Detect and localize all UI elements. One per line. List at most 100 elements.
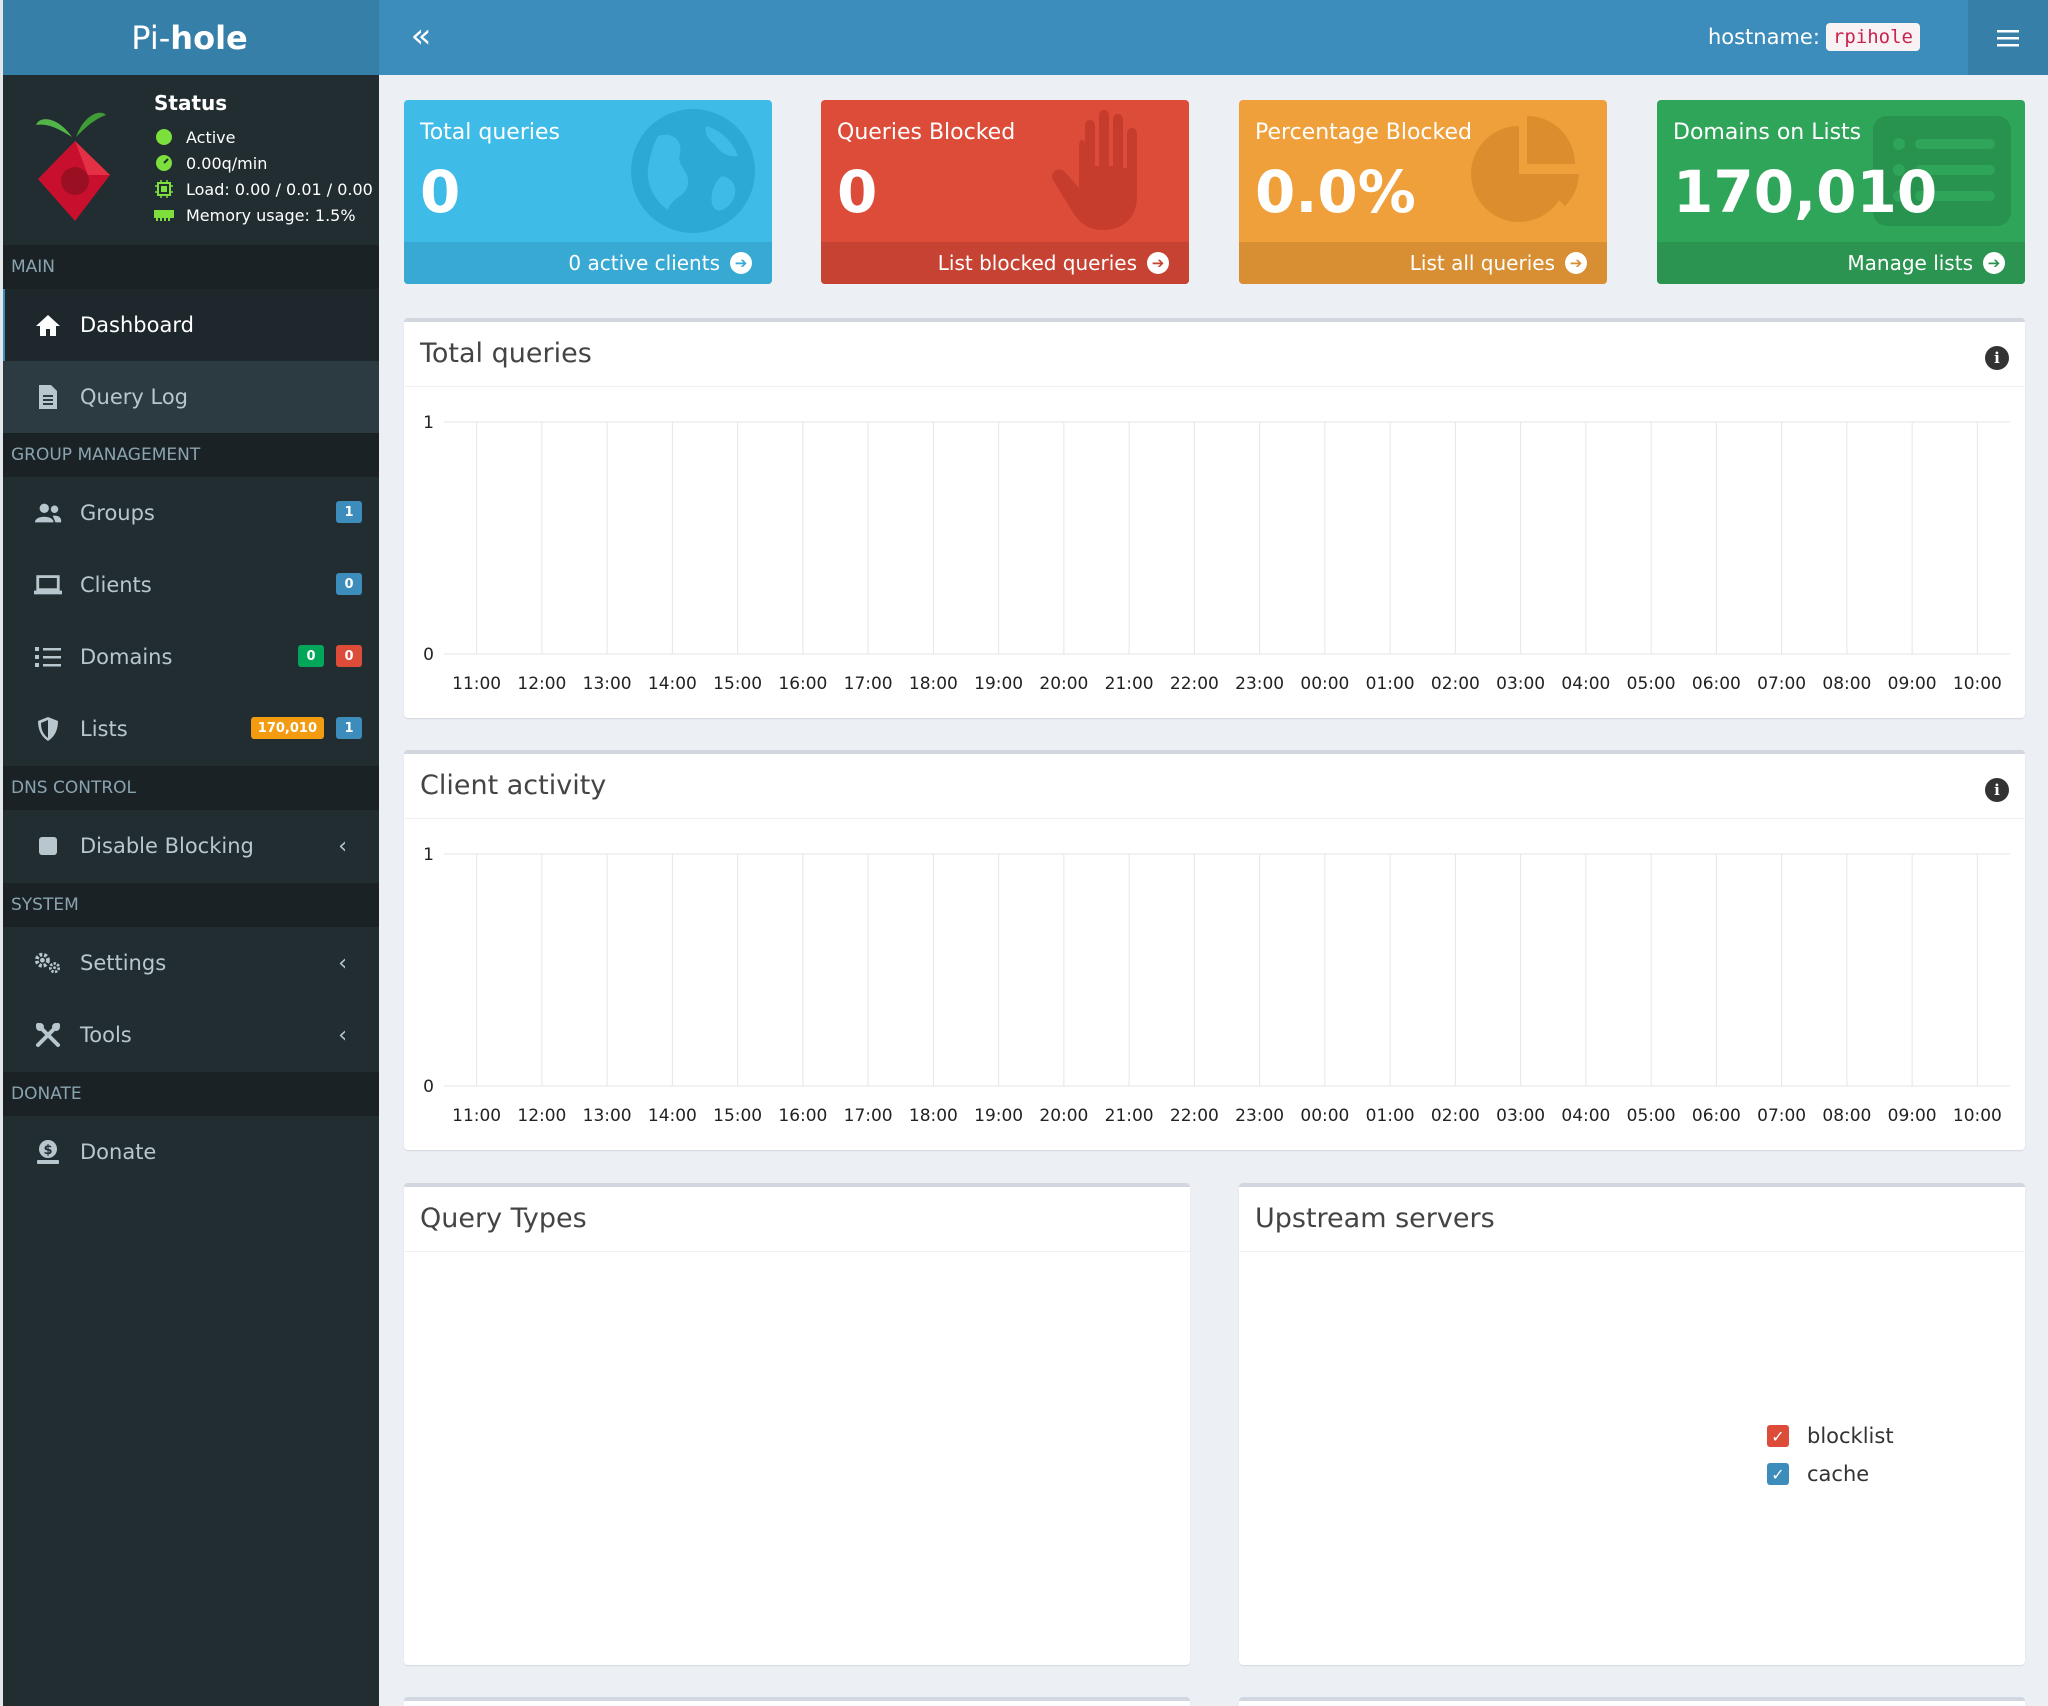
x-tick-label: 20:00 xyxy=(1039,1106,1088,1126)
x-tick-label: 18:00 xyxy=(909,1106,958,1126)
info-icon[interactable]: i xyxy=(1985,346,2009,370)
menu-toggle-button[interactable] xyxy=(1968,0,2048,75)
sidebar-item-label: Groups xyxy=(80,501,155,525)
sidebar-item-label: Clients xyxy=(80,573,152,597)
sidebar-item-disable-blocking[interactable]: Disable Blocking ‹ xyxy=(0,810,379,882)
x-tick-label: 02:00 xyxy=(1431,674,1480,694)
svg-text:$: $ xyxy=(43,1143,52,1158)
active-clients-link[interactable]: 0 active clients ➔ xyxy=(404,242,772,284)
x-tick-label: 09:00 xyxy=(1888,674,1937,694)
legend-label: blocklist xyxy=(1807,1424,1894,1448)
nav-header-dns: DNS CONTROL xyxy=(0,766,379,810)
list-alt-icon xyxy=(1873,116,2011,226)
upstream-servers-panel: Upstream servers ✓ blocklist ✓ cache xyxy=(1239,1183,2025,1665)
sidebar-item-tools[interactable]: Tools ‹ xyxy=(0,999,379,1071)
x-tick-label: 10:00 xyxy=(1953,1106,2002,1126)
sidebar-item-label: Disable Blocking xyxy=(80,834,254,858)
next-panel-left xyxy=(404,1697,1190,1706)
file-icon xyxy=(34,383,62,411)
checkbox-checked-icon[interactable]: ✓ xyxy=(1767,1463,1789,1485)
x-tick-label: 04:00 xyxy=(1561,1106,1610,1126)
sidebar-item-settings[interactable]: Settings ‹ xyxy=(0,927,379,999)
x-tick-label: 13:00 xyxy=(583,1106,632,1126)
y-tick-label: 1 xyxy=(423,845,434,865)
status-active-label: Active xyxy=(186,127,236,147)
gears-icon xyxy=(34,949,62,977)
arrow-circle-right-icon: ➔ xyxy=(1147,252,1169,274)
next-panel-right xyxy=(1239,1697,2025,1706)
cpu-icon xyxy=(154,179,174,199)
legend-label: cache xyxy=(1807,1462,1870,1486)
sidebar-item-label: Lists xyxy=(80,717,128,741)
sidebar-item-label: Donate xyxy=(80,1140,157,1164)
lists-domains-badge: 170,010 xyxy=(250,717,324,739)
box-value: 0 xyxy=(420,158,461,226)
sidebar-item-dashboard[interactable]: Dashboard xyxy=(0,289,379,361)
x-tick-label: 17:00 xyxy=(844,674,893,694)
legend-item-cache[interactable]: ✓ cache xyxy=(1767,1462,1869,1486)
percentage-blocked-box: Percentage Blocked 0.0% List all queries… xyxy=(1239,100,1607,284)
tools-icon xyxy=(34,1021,62,1049)
panel-divider xyxy=(1239,1251,2025,1252)
nav-header-main: MAIN xyxy=(0,245,379,289)
chevron-left-icon: ‹ xyxy=(338,833,347,859)
sidebar-collapse-button[interactable]: « xyxy=(410,16,432,56)
domains-allow-badge: 0 xyxy=(298,645,324,667)
window-edge xyxy=(0,0,3,1706)
legend-item-blocklist[interactable]: ✓ blocklist xyxy=(1767,1424,1894,1448)
status-rate: 0.00q/min xyxy=(154,153,267,173)
lists-count-badge: 1 xyxy=(336,717,362,739)
list-blocked-queries-link[interactable]: List blocked queries ➔ xyxy=(821,242,1189,284)
manage-lists-link[interactable]: Manage lists ➔ xyxy=(1657,242,2025,284)
x-tick-label: 15:00 xyxy=(713,1106,762,1126)
x-tick-label: 13:00 xyxy=(583,674,632,694)
total-queries-chart: 0 1 11:00 12:00 13:00 14:00 15:00 16:00 17:00 18:… xyxy=(423,413,2010,694)
panel-divider xyxy=(404,1251,1190,1252)
x-tick-label: 16:00 xyxy=(778,1106,827,1126)
x-tick-label: 03:00 xyxy=(1496,1106,1545,1126)
box-value: 0.0% xyxy=(1255,158,1416,226)
checkbox-checked-icon[interactable]: ✓ xyxy=(1767,1425,1789,1447)
panel-title: Client activity xyxy=(420,770,607,801)
total-queries-panel: Total queries i 0 1 11:00 12:00 13:00 14:00 15… xyxy=(404,318,2025,718)
x-tick-label: 23:00 xyxy=(1235,1106,1284,1126)
x-tick-label: 14:00 xyxy=(648,674,697,694)
panel-title: Total queries xyxy=(420,338,592,369)
list-all-queries-link[interactable]: List all queries ➔ xyxy=(1239,242,1607,284)
clients-count-badge: 0 xyxy=(336,573,362,595)
sidebar-item-lists[interactable]: Lists 170,010 1 xyxy=(0,693,379,765)
brand-logo[interactable]: Pi-hole xyxy=(0,0,379,75)
sidebar-item-donate[interactable]: $ Donate xyxy=(0,1116,379,1188)
x-tick-label: 16:00 xyxy=(778,674,827,694)
x-tick-label: 00:00 xyxy=(1300,674,1349,694)
top-header: « hostname: rpihole xyxy=(379,0,2048,75)
sidebar-item-domains[interactable]: Domains 0 0 xyxy=(0,621,379,693)
panel-title: Query Types xyxy=(420,1203,587,1234)
x-tick-label: 19:00 xyxy=(974,674,1023,694)
sidebar-item-querylog[interactable]: Query Log xyxy=(0,361,379,433)
x-tick-label: 21:00 xyxy=(1105,1106,1154,1126)
arrow-circle-right-icon: ➔ xyxy=(730,252,752,274)
box-footer-label: List all queries xyxy=(1409,251,1555,275)
x-tick-label: 05:00 xyxy=(1627,1106,1676,1126)
status-rate-label: 0.00q/min xyxy=(186,153,268,173)
box-footer-label: List blocked queries xyxy=(937,251,1137,275)
x-tick-label: 04:00 xyxy=(1561,674,1610,694)
arrow-circle-right-icon: ➔ xyxy=(1565,252,1587,274)
info-icon[interactable]: i xyxy=(1985,778,2009,802)
y-tick-label: 0 xyxy=(423,1077,434,1097)
hand-icon xyxy=(1052,110,1137,230)
x-tick-label: 03:00 xyxy=(1496,674,1545,694)
x-tick-label: 20:00 xyxy=(1039,674,1088,694)
x-tick-label: 21:00 xyxy=(1105,674,1154,694)
x-tick-label: 12:00 xyxy=(517,1106,566,1126)
nav-header-system: SYSTEM xyxy=(0,883,379,927)
x-tick-label: 08:00 xyxy=(1822,674,1871,694)
panel-title: Upstream servers xyxy=(1255,1203,1495,1234)
sidebar-item-groups[interactable]: Groups 1 xyxy=(0,477,379,549)
x-tick-label: 02:00 xyxy=(1431,1106,1480,1126)
status-dot-icon xyxy=(154,127,174,147)
x-tick-label: 07:00 xyxy=(1757,674,1806,694)
sidebar-item-label: Settings xyxy=(80,951,167,975)
sidebar-item-clients[interactable]: Clients 0 xyxy=(0,549,379,621)
